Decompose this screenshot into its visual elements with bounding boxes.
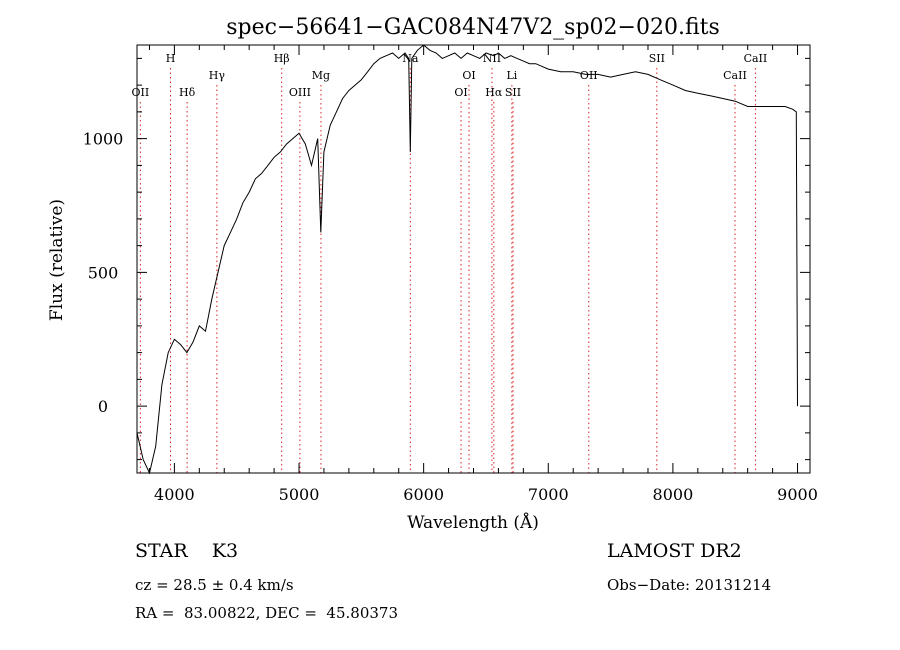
line-marker-label: CaII [744,52,768,65]
line-marker-label: OII [580,69,598,82]
line-marker-label: SII [649,52,665,65]
x-tick-label: 5000 [279,485,320,504]
line-marker-label: Mg [312,69,330,82]
line-marker-label: OIII [289,86,311,99]
class-label: STAR [135,540,188,562]
y-tick-label: 1000 [83,130,124,149]
redshift-line: cz = 28.5 ± 0.4 km/s [135,576,294,594]
x-tick-label: 7000 [528,485,569,504]
obs-date: Obs−Date: 20131214 [607,576,772,594]
line-marker-label: Hγ [209,69,226,82]
y-axis-label: Flux (relative) [47,199,67,321]
line-marker-label: Hδ [179,86,196,99]
survey-label: LAMOST DR2 [607,540,742,562]
coordinates: RA = 83.00822, DEC = 45.80373 [135,604,399,622]
y-tick-label: 0 [98,397,108,416]
line-marker-label: OI [454,86,467,99]
line-marker-label: SII [505,86,521,99]
line-marker-label: Na [402,52,419,65]
line-marker-label: Li [506,69,517,82]
object-class: STAR K3 [135,540,238,562]
x-axis-label: Wavelength (Å) [407,512,539,533]
x-tick-label: 4000 [154,485,195,504]
line-marker-label: OII [132,86,150,99]
line-marker-label: CaII [723,69,747,82]
line-marker-label: NII [483,52,501,65]
line-marker-label: H [166,52,176,65]
plot-frame [136,44,811,474]
line-marker-label: OI [462,69,475,82]
y-tick-label: 500 [88,263,119,282]
chart-title: spec−56641−GAC084N47V2_sp02−020.fits [226,15,720,40]
line-marker-label: Hα [485,86,503,99]
x-tick-label: 6000 [403,485,444,504]
x-tick-label: 8000 [653,485,694,504]
line-marker-label: Hβ [274,52,290,65]
spectrum-line [136,44,798,475]
x-tick-label: 9000 [777,485,818,504]
subclass-label: K3 [211,540,239,562]
